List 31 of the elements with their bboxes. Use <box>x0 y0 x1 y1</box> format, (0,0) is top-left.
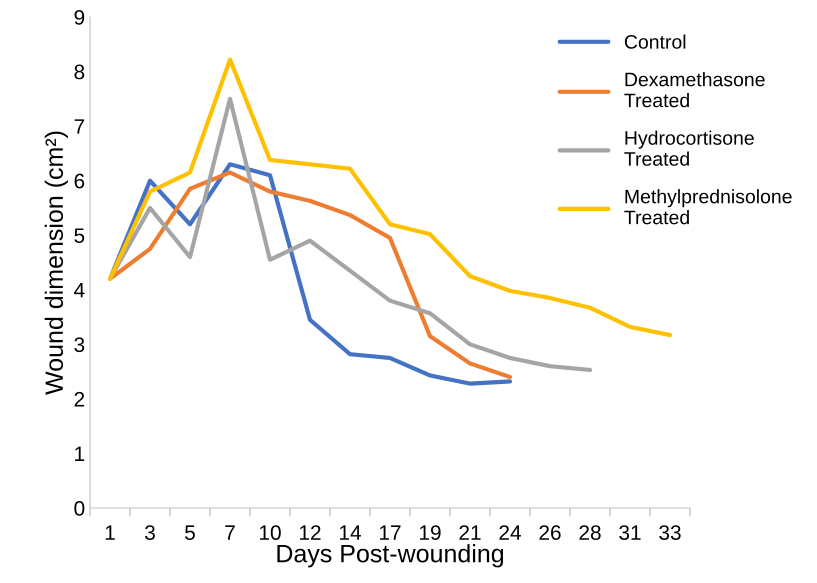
x-tick-label: 21 <box>459 525 481 540</box>
y-tick-label: 1 <box>75 446 84 461</box>
x-tick-label: 26 <box>539 525 561 540</box>
y-tick-label: 8 <box>74 64 84 80</box>
legend-label: Dexamethasone Treated <box>624 72 765 108</box>
x-axis-title: Days Post-wounding <box>277 544 504 568</box>
x-tick-label: 17 <box>380 525 401 540</box>
x-tick-label: 28 <box>579 525 601 540</box>
x-tick-label: 5 <box>185 525 195 540</box>
x-tick-label: 31 <box>619 525 641 540</box>
legend-label: Methylprednisolone Treated <box>624 189 792 224</box>
x-tick-label: 1 <box>106 525 115 540</box>
legend-label: Hydrocortisone Treated <box>624 130 754 166</box>
y-tick-label: 2 <box>74 392 84 406</box>
y-tick-label: 5 <box>74 228 84 243</box>
legend-label: Control <box>624 34 686 49</box>
y-tick-label: 9 <box>74 10 84 25</box>
y-tick-label: 3 <box>74 337 84 352</box>
x-tick-label: 7 <box>225 525 235 540</box>
y-tick-label: 6 <box>74 174 84 188</box>
x-tick-label: 33 <box>659 525 681 540</box>
y-tick-label: 7 <box>74 119 84 134</box>
x-tick-label: 24 <box>499 525 521 540</box>
x-tick-label: 12 <box>300 525 321 540</box>
x-tick-label: 14 <box>340 525 361 540</box>
y-tick-label: 0 <box>74 501 84 516</box>
x-tick-label: 19 <box>420 525 441 540</box>
x-tick-label: 10 <box>260 525 281 540</box>
y-tick-label: 4 <box>74 282 85 298</box>
x-tick-label: 3 <box>145 525 155 540</box>
y-axis-title: Wound dimension (cm²) <box>44 132 68 395</box>
